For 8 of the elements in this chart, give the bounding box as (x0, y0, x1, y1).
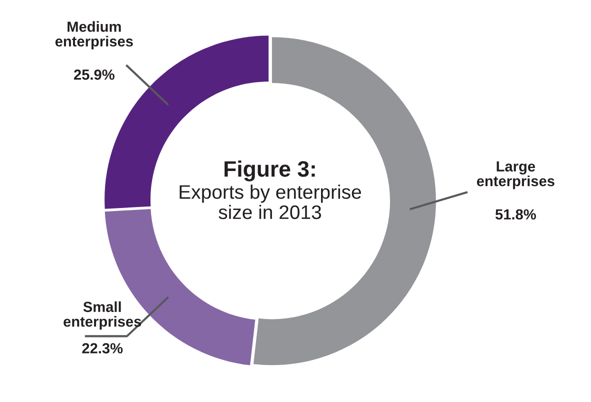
text: Exports by enterprise size in 2013 (180, 184, 362, 220)
slice-label: Medium enterprises (55, 21, 133, 50)
data-label: 22.3% (82, 343, 123, 354)
slice-label: Small enterprises (64, 301, 142, 330)
data-label: 25.9% (74, 69, 114, 80)
text: Figure 3: (224, 160, 315, 182)
slice-label: Large enterprises (476, 161, 554, 190)
data-label: 51.8% (495, 209, 536, 220)
